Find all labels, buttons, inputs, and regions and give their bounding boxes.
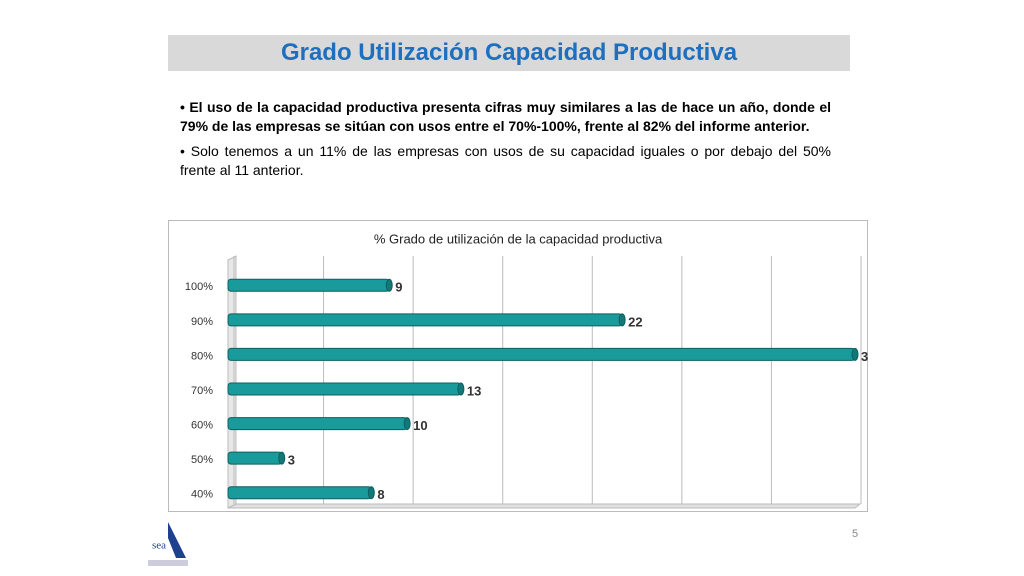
y-tick-label: 70% bbox=[191, 385, 213, 397]
slide-title: Grado Utilización Capacidad Productiva bbox=[280, 39, 738, 66]
floor bbox=[227, 503, 862, 509]
bar bbox=[227, 417, 408, 431]
bar-end bbox=[385, 278, 393, 292]
y-tick-label: 60% bbox=[191, 419, 213, 431]
y-tick-label: 90% bbox=[191, 316, 213, 328]
bar bbox=[227, 451, 283, 465]
page-number: 5 bbox=[852, 528, 859, 540]
chart-title: % Grado de utilización de la capacidad p… bbox=[374, 231, 663, 246]
data-label: 35 bbox=[861, 349, 868, 364]
title-banner: Grado Utilización Capacidad Productiva bbox=[168, 35, 850, 71]
wall bbox=[227, 255, 237, 509]
y-tick-label: 100% bbox=[185, 281, 213, 293]
y-tick-label: 80% bbox=[191, 350, 213, 362]
bar-end bbox=[278, 451, 286, 465]
bar bbox=[227, 347, 856, 361]
chart-frame bbox=[168, 220, 868, 512]
bullet: • Solo tenemos a un 11% de las empresas … bbox=[180, 143, 831, 178]
bar-end bbox=[851, 347, 859, 361]
data-label: 9 bbox=[395, 280, 402, 295]
chart: % Grado de utilización de la capacidad p… bbox=[168, 220, 868, 512]
data-label: 13 bbox=[467, 383, 481, 398]
bar bbox=[227, 278, 390, 292]
bar bbox=[227, 382, 462, 396]
bullet-list: • El uso de la capacidad productiva pres… bbox=[180, 98, 831, 186]
y-tick-label: 40% bbox=[191, 489, 213, 501]
data-label: 8 bbox=[377, 487, 384, 502]
bar-end bbox=[403, 417, 411, 431]
bar-end bbox=[618, 313, 626, 327]
bullet: • El uso de la capacidad productiva pres… bbox=[180, 99, 831, 134]
data-label: 3 bbox=[288, 453, 295, 468]
bar bbox=[227, 313, 623, 327]
logo-text: sea bbox=[152, 540, 166, 552]
y-tick-label: 50% bbox=[191, 454, 213, 466]
bar bbox=[227, 486, 372, 500]
bar-end bbox=[457, 382, 465, 396]
logo: sea bbox=[148, 522, 188, 566]
data-label: 10 bbox=[413, 418, 427, 433]
data-label: 22 bbox=[628, 314, 642, 329]
bar-end bbox=[367, 486, 375, 500]
